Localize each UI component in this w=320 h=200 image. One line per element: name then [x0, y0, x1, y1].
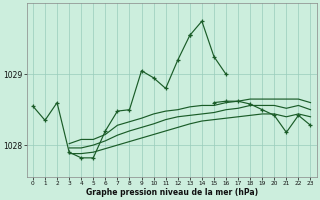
X-axis label: Graphe pression niveau de la mer (hPa): Graphe pression niveau de la mer (hPa)	[86, 188, 258, 197]
